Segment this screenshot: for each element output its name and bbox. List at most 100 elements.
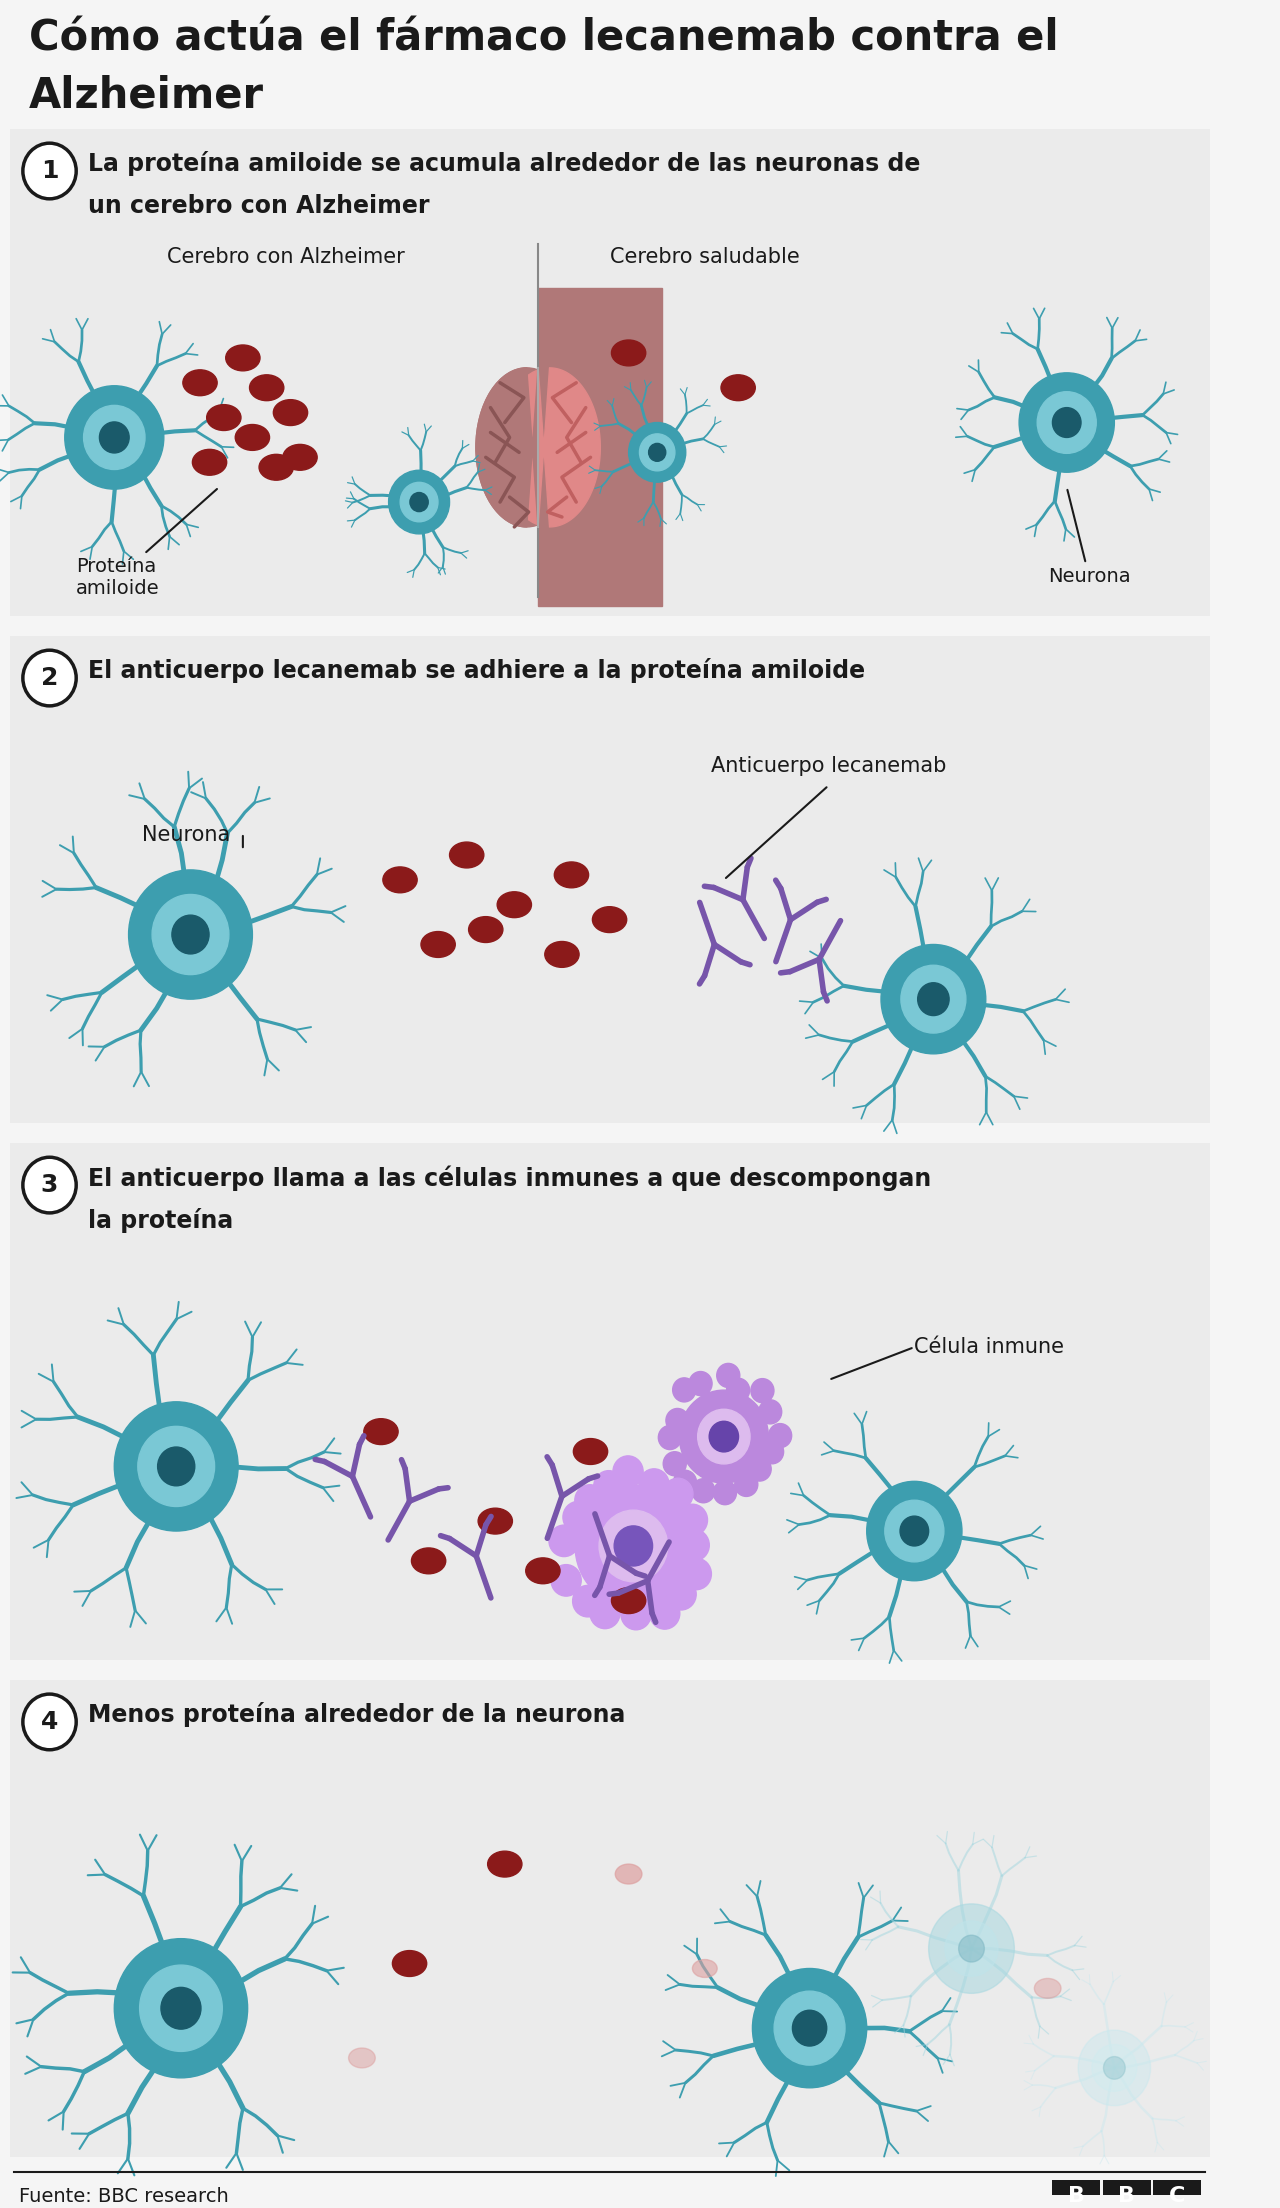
Circle shape — [663, 1477, 692, 1510]
Circle shape — [83, 406, 145, 470]
Text: 3: 3 — [41, 1172, 58, 1197]
Circle shape — [572, 1585, 603, 1616]
Circle shape — [666, 1409, 689, 1433]
Circle shape — [594, 1471, 623, 1501]
Ellipse shape — [364, 1420, 398, 1444]
Ellipse shape — [499, 369, 600, 528]
Ellipse shape — [393, 1950, 426, 1976]
Circle shape — [673, 1378, 696, 1402]
Circle shape — [599, 1510, 668, 1581]
Bar — [9, 1144, 1210, 1660]
Circle shape — [680, 1530, 709, 1561]
Circle shape — [1078, 2029, 1151, 2106]
Circle shape — [23, 144, 77, 199]
Circle shape — [760, 1440, 783, 1464]
Circle shape — [100, 422, 129, 453]
Ellipse shape — [612, 1588, 645, 1614]
Text: El anticuerpo llama a las células inmunes a que descompongan: El anticuerpo llama a las células inmune… — [87, 1166, 931, 1190]
Ellipse shape — [348, 2049, 375, 2069]
Circle shape — [918, 983, 948, 1016]
Circle shape — [959, 1934, 984, 1963]
Circle shape — [673, 1471, 696, 1495]
Text: la proteína: la proteína — [87, 1208, 233, 1232]
Circle shape — [1103, 2056, 1125, 2080]
Text: Cerebro con Alzheimer: Cerebro con Alzheimer — [166, 247, 404, 267]
Bar — [1052, 2179, 1100, 2208]
Ellipse shape — [192, 450, 227, 475]
Text: C: C — [1169, 2186, 1185, 2206]
Ellipse shape — [545, 941, 579, 967]
Polygon shape — [538, 369, 600, 528]
Text: Neurona: Neurona — [142, 826, 230, 846]
Ellipse shape — [488, 1850, 522, 1877]
Circle shape — [552, 1565, 581, 1596]
Circle shape — [410, 492, 429, 512]
Bar — [1103, 2179, 1151, 2208]
Text: El anticuerpo lecanemab se adhiere a la proteína amiloide: El anticuerpo lecanemab se adhiere a la … — [87, 658, 865, 682]
Circle shape — [23, 1694, 77, 1749]
Circle shape — [792, 2009, 827, 2047]
Circle shape — [717, 1362, 740, 1387]
Circle shape — [563, 1501, 593, 1532]
Ellipse shape — [421, 932, 456, 958]
Circle shape — [172, 914, 209, 954]
Circle shape — [867, 1482, 963, 1581]
Circle shape — [590, 1596, 620, 1630]
Text: 4: 4 — [41, 1709, 58, 1733]
Circle shape — [23, 1157, 77, 1212]
Circle shape — [759, 1400, 782, 1424]
Circle shape — [1052, 408, 1082, 437]
Circle shape — [114, 1939, 247, 2078]
Text: B: B — [1119, 2186, 1135, 2206]
Ellipse shape — [283, 444, 317, 470]
Bar — [9, 130, 1210, 616]
Circle shape — [681, 1559, 712, 1590]
Ellipse shape — [573, 1440, 608, 1464]
Text: Cerebro saludable: Cerebro saludable — [611, 247, 800, 267]
Ellipse shape — [497, 892, 531, 919]
Ellipse shape — [449, 841, 484, 868]
Circle shape — [140, 1965, 223, 2051]
Circle shape — [575, 1486, 691, 1607]
Circle shape — [640, 433, 675, 470]
Circle shape — [1037, 391, 1096, 453]
Polygon shape — [476, 369, 538, 528]
Circle shape — [768, 1424, 791, 1448]
Text: un cerebro con Alzheimer: un cerebro con Alzheimer — [87, 194, 429, 219]
Ellipse shape — [183, 369, 218, 395]
Circle shape — [401, 481, 438, 521]
Text: Cómo actúa el fármaco lecanemab contra el: Cómo actúa el fármaco lecanemab contra e… — [28, 18, 1059, 60]
Circle shape — [575, 1484, 605, 1517]
Ellipse shape — [206, 404, 241, 431]
Circle shape — [698, 1409, 750, 1464]
Circle shape — [928, 1903, 1014, 1994]
Ellipse shape — [274, 400, 307, 426]
Circle shape — [901, 965, 966, 1033]
Ellipse shape — [468, 916, 503, 943]
Text: Proteína
amiloide: Proteína amiloide — [77, 488, 218, 598]
Ellipse shape — [225, 344, 260, 371]
Ellipse shape — [616, 1864, 643, 1883]
Circle shape — [1019, 373, 1115, 473]
Circle shape — [658, 1426, 681, 1451]
Circle shape — [881, 945, 986, 1053]
Bar — [538, 289, 662, 607]
Circle shape — [128, 870, 252, 1000]
Circle shape — [677, 1504, 708, 1537]
Circle shape — [650, 1599, 680, 1630]
Text: La proteína amiloide se acumula alrededor de las neuronas de: La proteína amiloide se acumula alrededo… — [87, 150, 920, 177]
Text: Anticuerpo lecanemab: Anticuerpo lecanemab — [710, 755, 946, 775]
Circle shape — [614, 1526, 653, 1565]
Circle shape — [727, 1378, 750, 1402]
Bar — [9, 1680, 1210, 2157]
Circle shape — [628, 422, 686, 481]
Ellipse shape — [554, 861, 589, 888]
Text: Menos proteína alrededor de la neurona: Menos proteína alrededor de la neurona — [87, 1702, 625, 1727]
Text: 1: 1 — [41, 159, 59, 183]
Circle shape — [713, 1482, 736, 1504]
Ellipse shape — [1034, 1978, 1061, 1998]
Circle shape — [649, 444, 666, 461]
Bar — [9, 636, 1210, 1124]
Circle shape — [900, 1517, 928, 1546]
Circle shape — [639, 1468, 669, 1499]
